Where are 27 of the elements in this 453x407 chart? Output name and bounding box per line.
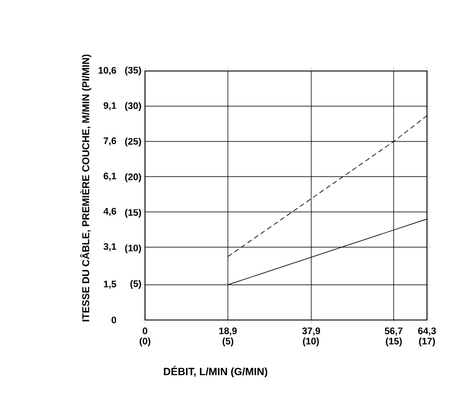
x2-tick-label: (0) (140, 338, 150, 346)
x-tick-label: 0 (142, 328, 148, 334)
y2-tick-label: (35) (125, 66, 142, 76)
y-tick-label: 0 (112, 316, 116, 324)
x-tick-label: 37,9 (302, 328, 320, 336)
x-tick-label: 18,9 (219, 328, 237, 336)
x-tick-label: 56,7 (384, 328, 402, 336)
y2-tick-label: (15) (125, 208, 142, 218)
y2-tick-label: (25) (125, 138, 142, 147)
y-axis-title: ITESSE DU CÂBLE, PREMIÈRE COUCHE, M/MIN (PI/MIN) (80, 54, 92, 322)
y2-tick-label: (30) (125, 102, 142, 111)
y-tick-label: 4,6 (103, 208, 116, 216)
y-tick-label: 9,1 (104, 102, 116, 110)
x-tick-label: 64,3 (418, 328, 436, 336)
y2-tick-label: (20) (125, 173, 142, 182)
y2-tick-label: (10) (125, 244, 142, 254)
x2-tick-label: (10) (302, 338, 319, 346)
y-tick-label: 1,5 (104, 280, 116, 289)
x-axis-title: DÉBIT, L/MIN (G/MIN) (164, 366, 268, 378)
y-tick-label: 7,6 (104, 137, 116, 146)
y-tick-label: 6,1 (104, 172, 116, 181)
y2-tick-label: (5) (130, 280, 142, 289)
x2-tick-label: (5) (222, 338, 234, 346)
x2-tick-label: (17) (419, 338, 435, 346)
x2-tick-label: (15) (386, 338, 402, 346)
y-tick-label: 3,1 (104, 243, 116, 252)
y-tick-label: 10,6 (98, 66, 116, 76)
